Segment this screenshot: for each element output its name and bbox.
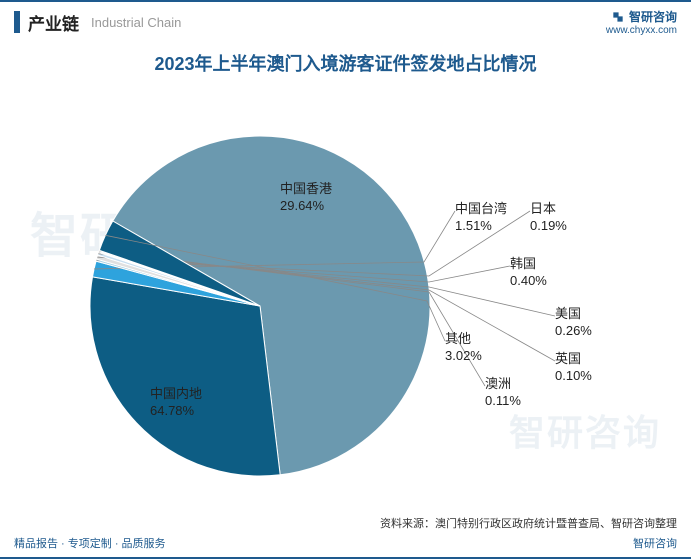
slice-percent: 0.26% bbox=[555, 323, 592, 340]
brand-top: 智研咨询 bbox=[606, 8, 677, 25]
footer-left: 精品报告 · 专项定制 · 品质服务 bbox=[14, 535, 166, 551]
slice-percent: 0.40% bbox=[510, 273, 547, 290]
slice-name: 其他 bbox=[445, 331, 471, 346]
header-left: 产业链 Industrial Chain bbox=[14, 10, 181, 35]
slice-name: 中国香港 bbox=[280, 181, 332, 196]
slice-label: 其他 3.02% bbox=[445, 331, 482, 365]
slice-label: 英国 0.10% bbox=[555, 351, 592, 385]
header-title-cn: 产业链 bbox=[28, 10, 79, 35]
blue-bar-icon bbox=[14, 11, 20, 33]
slice-name: 中国内地 bbox=[150, 386, 202, 401]
slice-percent: 29.64% bbox=[280, 198, 332, 215]
footer: 精品报告 · 专项定制 · 品质服务 智研咨询 bbox=[0, 535, 691, 551]
pie-slice bbox=[90, 277, 280, 476]
slice-label: 日本 0.19% bbox=[530, 201, 567, 235]
pie-chart bbox=[0, 76, 691, 506]
footer-right: 智研咨询 bbox=[633, 535, 677, 551]
slice-label: 澳洲 0.11% bbox=[485, 376, 521, 410]
slice-label: 中国内地 64.78% bbox=[150, 386, 202, 420]
brand-logo-icon bbox=[611, 10, 625, 24]
slice-label: 中国台湾 1.51% bbox=[455, 201, 507, 235]
slice-percent: 0.10% bbox=[555, 368, 592, 385]
chart-title: 2023年上半年澳门入境游客证件签发地占比情况 bbox=[0, 50, 691, 76]
slice-name: 日本 bbox=[530, 201, 556, 216]
chart-area: 智研咨询 中国内地64.78%中国香港29.64%中国台湾1.51%日本0.19… bbox=[0, 76, 691, 506]
slice-label: 中国香港 29.64% bbox=[280, 181, 332, 215]
header-right: 智研咨询 www.chyxx.com bbox=[606, 8, 677, 36]
header: 产业链 Industrial Chain 智研咨询 www.chyxx.com bbox=[0, 2, 691, 40]
slice-label: 美国 0.26% bbox=[555, 306, 592, 340]
header-title-en: Industrial Chain bbox=[91, 15, 181, 30]
slice-name: 澳洲 bbox=[485, 376, 511, 391]
chart-container: 产业链 Industrial Chain 智研咨询 www.chyxx.com … bbox=[0, 0, 691, 559]
slice-percent: 0.19% bbox=[530, 218, 567, 235]
slice-percent: 64.78% bbox=[150, 403, 202, 420]
source-text: 资料来源：澳门特别行政区政府统计暨普查局、智研咨询整理 bbox=[380, 515, 677, 531]
slice-percent: 0.11% bbox=[485, 393, 521, 410]
slice-name: 美国 bbox=[555, 306, 581, 321]
slice-name: 中国台湾 bbox=[455, 201, 507, 216]
slice-label: 韩国 0.40% bbox=[510, 256, 547, 290]
brand-url: www.chyxx.com bbox=[606, 25, 677, 36]
slice-name: 英国 bbox=[555, 351, 581, 366]
slice-name: 韩国 bbox=[510, 256, 536, 271]
slice-percent: 1.51% bbox=[455, 218, 507, 235]
brand-name: 智研咨询 bbox=[629, 8, 677, 25]
slice-percent: 3.02% bbox=[445, 348, 482, 365]
